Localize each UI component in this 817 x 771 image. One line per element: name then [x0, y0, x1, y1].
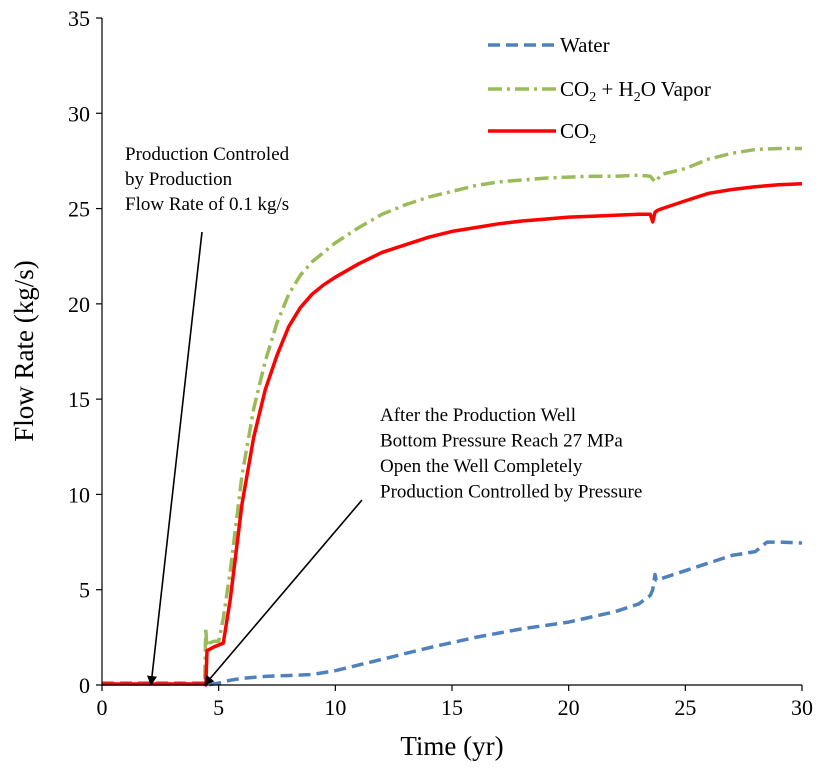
series-line-co2 [102, 182, 803, 687]
y-tick-label: 35 [68, 6, 90, 31]
x-tick-label: 10 [324, 695, 346, 720]
legend-label-part: CO [560, 77, 589, 101]
annotation-2: After the Production Well Bottom Pressure… [204, 405, 642, 686]
y-tick-label: 30 [68, 101, 90, 126]
y-tick-label: 0 [79, 673, 90, 698]
x-tick-label: 5 [213, 695, 224, 720]
annotation-text-line: Production Controlled by Pressure [380, 482, 642, 503]
legend-label-part: 2 [589, 132, 596, 147]
x-tick-label: 0 [97, 695, 108, 720]
legend-label-part: 2 [589, 90, 596, 105]
y-tick-label: 20 [68, 292, 90, 317]
y-tick-label: 25 [68, 197, 90, 222]
legend-label-water: Water [560, 33, 610, 57]
legend-label-part: Water [560, 33, 610, 57]
legend-label-part: + H [596, 77, 634, 101]
x-tick-label: 30 [791, 695, 813, 720]
y-axis-label: Flow Rate (kg/s) [9, 260, 39, 442]
legend-label-part: CO [560, 119, 589, 143]
annotation-text-line: Bottom Pressure Reach 27 MPa [380, 431, 623, 452]
series-line-co2-h2o-vapor [102, 146, 802, 686]
y-tick-label: 5 [79, 578, 90, 603]
annotation-text-line: After the Production Well [380, 405, 576, 426]
annotation-text-line: Open the Well Completely [380, 456, 583, 477]
x-tick-label: 25 [674, 695, 696, 720]
annotations: Production Controled by Production Flow Ra… [125, 144, 642, 686]
x-tick-label: 15 [441, 695, 463, 720]
x-tick-label: 20 [558, 695, 580, 720]
legend-label-part: 2 [634, 90, 641, 105]
annotation-arrow [204, 499, 363, 686]
legend-label-co2: CO2 [560, 119, 596, 147]
series-line-water [102, 540, 803, 687]
legend-label-part: O Vapor [641, 77, 711, 101]
ticks-layer: 0 5 10 15 20 25 30 0 5 10 15 20 25 30 35 [68, 6, 813, 720]
y-tick-label: 10 [68, 482, 90, 507]
series-layer [102, 146, 803, 687]
x-axis-label: Time (yr) [400, 731, 503, 761]
annotation-text-line: by Production [125, 169, 233, 190]
legend-label-co2-h2o-vapor: CO2 + H2O Vapor [560, 77, 711, 105]
annotation-arrow [147, 231, 203, 686]
annotation-1: Production Controled by Production Flow Ra… [125, 144, 290, 686]
annotation-text-line: Production Controled [125, 144, 290, 165]
annotation-text-line: Flow Rate of 0.1 kg/s [125, 194, 289, 215]
y-tick-label: 15 [68, 387, 90, 412]
axes-layer [101, 18, 802, 686]
